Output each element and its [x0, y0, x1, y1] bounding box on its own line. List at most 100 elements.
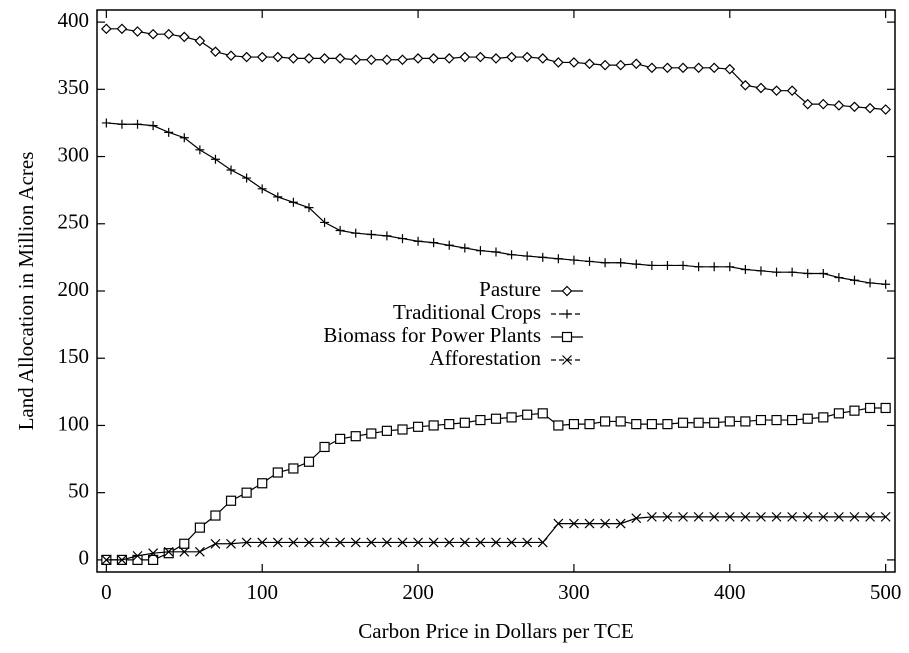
marker — [849, 101, 860, 113]
marker — [256, 51, 268, 63]
y-tick-label: 50 — [68, 478, 89, 502]
marker — [163, 546, 174, 557]
marker — [599, 59, 611, 71]
marker — [708, 62, 720, 74]
marker — [755, 414, 767, 426]
marker — [569, 255, 579, 265]
marker — [334, 53, 346, 64]
marker — [366, 230, 376, 240]
marker — [506, 537, 517, 548]
marker — [365, 54, 377, 66]
marker — [444, 240, 454, 250]
marker — [381, 537, 392, 548]
marker — [428, 537, 439, 548]
marker — [163, 548, 174, 559]
marker — [475, 414, 486, 426]
marker — [288, 537, 299, 548]
marker — [880, 511, 891, 522]
marker — [319, 53, 330, 64]
marker — [366, 537, 377, 548]
series-line — [106, 28, 886, 111]
marker — [615, 416, 626, 427]
marker — [241, 51, 252, 63]
marker — [335, 225, 345, 235]
marker — [475, 246, 485, 256]
marker — [506, 51, 517, 63]
marker — [257, 184, 267, 194]
marker — [724, 416, 735, 427]
marker — [382, 231, 392, 241]
marker — [802, 413, 813, 424]
y-tick-label: 100 — [58, 411, 90, 435]
marker — [616, 258, 626, 268]
marker — [179, 546, 190, 557]
marker — [304, 537, 314, 548]
marker — [101, 554, 112, 565]
marker — [646, 419, 657, 430]
marker — [444, 419, 455, 430]
marker — [865, 278, 875, 288]
marker — [133, 119, 143, 129]
marker — [459, 417, 470, 428]
marker — [834, 273, 844, 283]
marker — [381, 54, 393, 66]
marker — [288, 197, 298, 207]
y-tick-label: 250 — [58, 210, 90, 234]
marker — [303, 456, 315, 467]
marker — [491, 247, 501, 257]
marker — [631, 419, 642, 430]
marker — [538, 252, 548, 262]
marker — [366, 428, 377, 439]
marker — [818, 269, 828, 279]
marker — [101, 118, 111, 128]
marker — [241, 537, 252, 548]
marker — [210, 154, 220, 164]
marker — [397, 537, 408, 548]
marker — [178, 31, 190, 43]
y-tick-label: 300 — [58, 142, 90, 166]
marker — [584, 419, 595, 430]
marker — [225, 495, 237, 506]
marker — [615, 518, 626, 529]
marker — [678, 511, 688, 522]
marker — [662, 62, 673, 74]
marker — [600, 258, 610, 268]
marker — [740, 79, 751, 91]
marker — [646, 511, 657, 522]
marker — [881, 279, 891, 289]
marker — [303, 53, 315, 64]
marker — [709, 511, 720, 522]
marker — [428, 53, 440, 64]
marker — [459, 51, 471, 63]
marker — [522, 409, 533, 420]
marker — [849, 511, 860, 522]
marker — [194, 522, 205, 533]
marker — [646, 62, 658, 74]
marker — [412, 53, 424, 64]
marker — [350, 431, 361, 442]
marker — [772, 267, 782, 277]
marker — [662, 419, 673, 430]
marker — [272, 51, 284, 63]
marker — [210, 538, 221, 549]
marker — [630, 58, 642, 70]
marker — [351, 228, 361, 238]
legend-label: Traditional Crops — [393, 300, 541, 324]
marker — [522, 537, 533, 548]
marker — [880, 402, 891, 414]
marker — [507, 250, 517, 260]
marker — [148, 554, 159, 565]
marker — [490, 53, 502, 64]
marker — [740, 264, 750, 274]
marker — [647, 260, 657, 270]
series-line — [106, 516, 886, 561]
marker — [849, 275, 859, 285]
legend-label: Pasture — [479, 277, 541, 301]
marker — [179, 133, 189, 143]
marker — [397, 424, 408, 435]
marker — [880, 104, 891, 115]
marker — [148, 548, 159, 559]
marker — [225, 50, 237, 62]
marker — [725, 262, 735, 272]
